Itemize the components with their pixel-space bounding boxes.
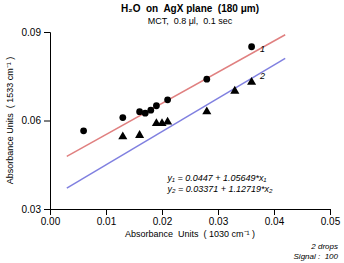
tick-mark [330,209,331,215]
point [147,107,154,114]
tick-mark [274,209,275,215]
annotation: 1 [260,44,265,54]
tick-label: 0.01 [97,216,117,227]
tick: 0.03 [209,209,229,227]
data [67,35,285,188]
point [203,76,210,83]
point [163,117,172,125]
point [248,43,255,50]
point [135,130,144,138]
y-axis: 0.03 0.06 0.09 [22,27,51,215]
tick: 0.05 [321,209,341,227]
title: H₂O on AgX plane (180 μm) [121,3,259,14]
tick-mark [162,209,163,215]
tick-label: 0.04 [265,216,285,227]
axis-line [44,33,51,210]
tick-label: 0.06 [22,115,42,126]
tick: 0.03 [22,204,50,215]
tick: 0.00 [41,209,61,227]
tick-label: 0.03 [209,216,229,227]
tick: 0.02 [153,209,173,227]
tick-label: 0.03 [22,204,42,215]
annotations: 1 2 y₁ = 0.0447 + 1.05649*x₁y₂ = 0.03371 +… [167,44,339,261]
tick: 0.01 [97,209,117,227]
regression-line [67,58,285,188]
note: Signal : 100 [294,252,339,261]
x-axis: 0.00 0.01 0.02 0.03 0.04 0.05 [41,209,341,227]
tick-mark [44,32,50,33]
x-axis-title: Absorbance Units ( 1030 cm⁻¹ ) [125,229,255,239]
tick-mark [106,209,107,215]
tick-label: 0.09 [22,27,42,38]
point [118,131,127,139]
annotation: y₁ = 0.0447 + 1.05649*x₁ [167,173,267,183]
tick: 0.06 [22,115,50,126]
subtitle: MCT, 0.8 μl, 0.1 sec [148,16,233,26]
tick: 0.09 [22,27,50,38]
point [164,96,171,103]
point [153,102,160,109]
point [119,114,126,121]
tick-mark [44,121,50,122]
note: 2 drops [310,242,338,251]
annotation: y₂ = 0.03371 + 1.12719*x₂ [167,184,274,194]
point [247,77,256,85]
point [230,86,239,94]
annotation: 2 [259,71,265,81]
tick-mark [44,209,50,210]
chart: 0.00 0.01 0.02 0.03 0.04 0.05 0.03 0.06 0.09 H₂O … [0,0,344,263]
point [202,106,211,114]
tick-label: 0.02 [153,216,173,227]
plot-area: 0.00 0.01 0.02 0.03 0.04 0.05 0.03 0.06 0.09 [22,27,341,227]
y-axis-title: Absorbance Units ( 1533 cm⁻¹ ) [5,57,15,185]
tick: 0.04 [265,209,285,227]
point [80,127,87,134]
axis-line [51,210,331,216]
tick-label: 0.00 [41,216,61,227]
regression-line [67,35,285,157]
tick-mark [218,209,219,215]
tick-label: 0.05 [321,216,341,227]
